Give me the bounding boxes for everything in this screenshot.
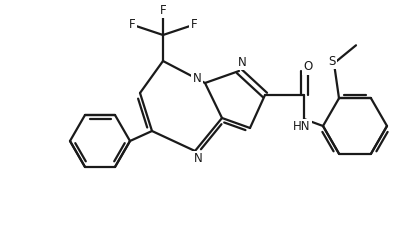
Text: F: F: [191, 18, 197, 30]
Text: O: O: [303, 61, 312, 73]
Text: N: N: [238, 55, 247, 69]
Text: N: N: [194, 152, 202, 165]
Text: F: F: [160, 3, 166, 16]
Text: S: S: [328, 55, 336, 68]
Text: N: N: [193, 73, 201, 85]
Text: HN: HN: [293, 121, 311, 134]
Text: F: F: [129, 18, 135, 30]
